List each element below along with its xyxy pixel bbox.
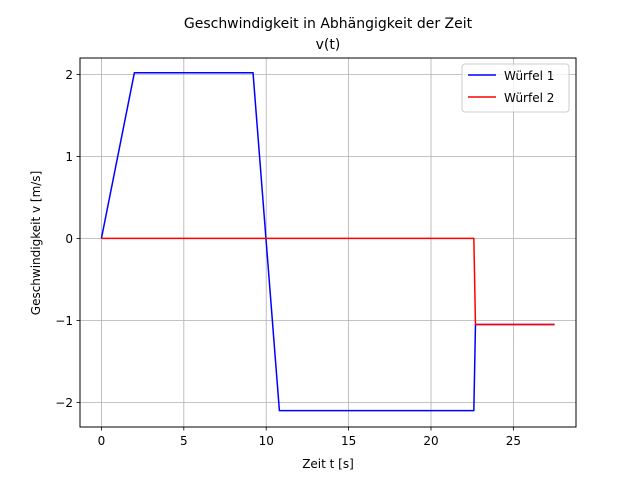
legend-label-wuerfel-1: Würfel 1 — [504, 69, 554, 83]
y-tick-label: −1 — [55, 314, 73, 328]
plot-frame — [79, 57, 577, 428]
x-tick-label: 15 — [341, 434, 356, 448]
x-axis-label: Zeit t [s] — [302, 457, 354, 471]
y-axis-label: Geschwindigkeit v [m/s] — [29, 171, 43, 315]
legend: Würfel 1 Würfel 2 — [461, 63, 570, 113]
chart-title: Geschwindigkeit in Abhängigkeit der Zeit — [184, 16, 473, 32]
y-tick-label: −2 — [55, 396, 73, 410]
chart-subtitle: v(t) — [316, 37, 341, 53]
x-tick-label: 20 — [423, 434, 438, 448]
y-tick-label: 1 — [65, 150, 73, 164]
series-line-2 — [101, 237, 555, 326]
legend-box — [461, 63, 570, 113]
x-tick-label: 0 — [98, 434, 106, 448]
x-tick-label: 10 — [259, 434, 274, 448]
y-tick-label: 2 — [65, 68, 73, 82]
y-tick-label: 0 — [65, 232, 73, 246]
series-lines — [100, 72, 555, 412]
x-tick-label: 5 — [180, 434, 188, 448]
legend-label-wuerfel-2: Würfel 2 — [504, 91, 554, 105]
ticks: 0 5 10 15 20 25 −2 −1 0 1 2 — [55, 68, 521, 448]
x-tick-label: 25 — [506, 434, 521, 448]
